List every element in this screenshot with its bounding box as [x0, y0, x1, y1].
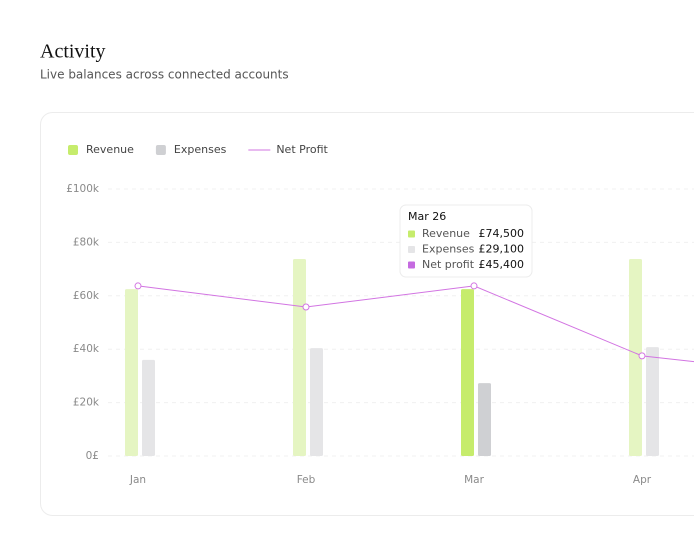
y-tick-label: 0£: [86, 450, 99, 462]
bar: [142, 359, 155, 456]
y-tick-label: £80k: [73, 236, 100, 248]
subtitle: Live balances across connected accounts: [40, 68, 289, 82]
tooltip-swatch: [408, 246, 415, 253]
y-tick-label: £100k: [66, 183, 100, 195]
bar: [478, 383, 491, 456]
point: [302, 303, 310, 311]
point: [470, 282, 478, 290]
bar: [125, 289, 138, 456]
tooltip-swatch: [408, 230, 415, 238]
x-tick-label: Apr: [633, 474, 652, 486]
x-tick-label: Mar: [464, 474, 484, 486]
title: Activity: [40, 41, 106, 63]
bar: [461, 289, 474, 456]
x-tick-label: Jan: [129, 474, 146, 486]
legend-label: Revenue: [86, 143, 134, 156]
y-tick-label: £40k: [73, 343, 100, 355]
legend-label: Expenses: [174, 143, 227, 156]
legend-swatch: [155, 145, 166, 155]
tooltip-name: Net profit: [422, 258, 475, 271]
tooltip-name: Revenue: [422, 227, 470, 240]
tooltip-title: Mar 26: [408, 210, 446, 223]
tooltip-swatch: [408, 261, 415, 269]
tooltip: [399, 204, 533, 278]
y-tick-label: £60k: [73, 290, 100, 302]
legend-label: Net Profit: [276, 143, 328, 156]
card: [40, 112, 694, 516]
tooltip-value: £29,100: [479, 243, 525, 256]
legend-swatch: [68, 145, 78, 155]
tooltip-value: £45,400: [479, 258, 525, 271]
tooltip-name: Expenses: [422, 243, 475, 256]
bar: [293, 258, 306, 456]
bar: [310, 348, 323, 456]
x-tick-label: Feb: [297, 474, 316, 486]
bar: [646, 347, 659, 456]
point: [638, 352, 646, 360]
tooltip-value: £74,500: [479, 227, 525, 240]
y-tick-label: £20k: [73, 397, 100, 409]
point: [134, 282, 142, 290]
bar: [629, 258, 642, 456]
